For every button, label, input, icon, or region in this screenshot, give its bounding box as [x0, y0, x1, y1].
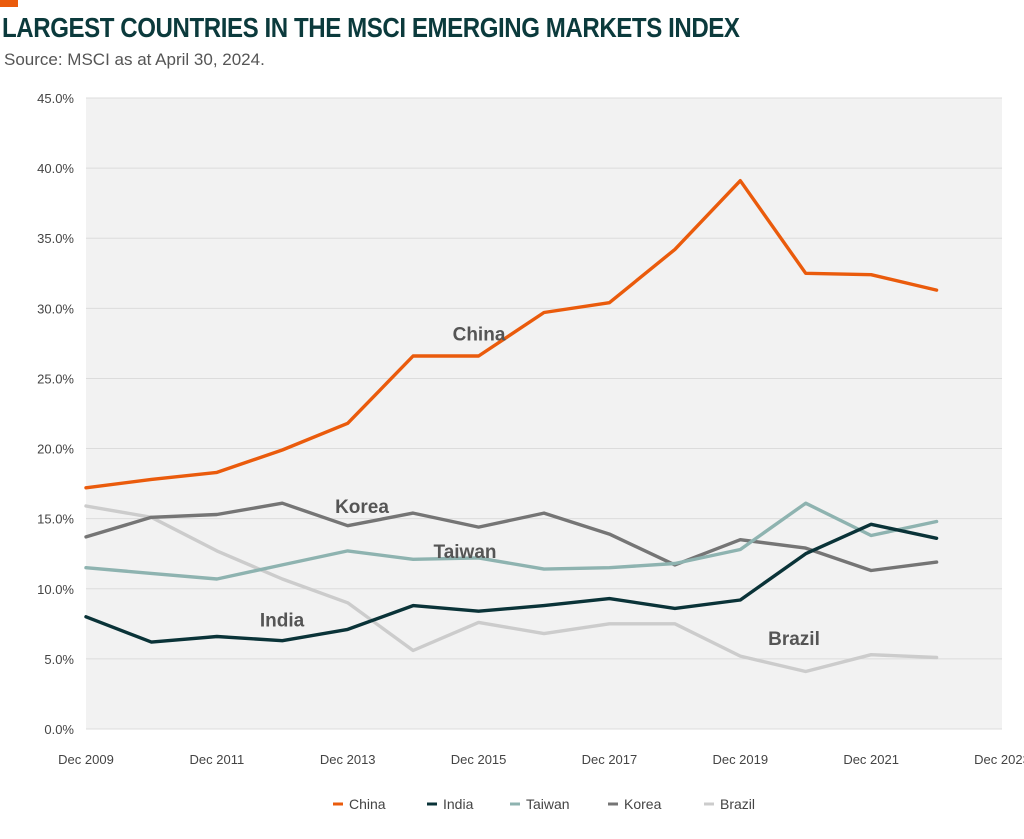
y-axis-tick-labels: 0.0% 5.0% 10.0% 15.0% 20.0% 25.0% 30.0% 35.0% 40…	[37, 91, 74, 737]
y-tick-label: 45.0%	[37, 91, 74, 106]
x-tick-label: Dec 2017	[582, 752, 638, 767]
x-axis-tick-labels: Dec 2009 Dec 2011 Dec 2013 Dec 2015 Dec 2017…	[58, 752, 1024, 767]
series-line-china	[84, 178, 939, 490]
y-tick-label: 5.0%	[44, 652, 74, 667]
chart-subtitle: Source: MSCI as at April 30, 2024.	[4, 50, 265, 69]
series-line-taiwan	[84, 501, 939, 581]
x-tick-label: Dec 2021	[843, 752, 899, 767]
series-line-brazil	[84, 504, 939, 674]
y-tick-label: 30.0%	[37, 301, 74, 316]
series-lines	[84, 178, 939, 674]
x-tick-label: Dec 2011	[190, 752, 245, 767]
y-tick-label: 35.0%	[37, 231, 74, 246]
accent-bar	[0, 0, 18, 7]
legend-label-taiwan: Taiwan	[526, 796, 570, 812]
y-tick-label: 15.0%	[37, 512, 74, 527]
x-tick-label: Dec 2015	[451, 752, 507, 767]
y-tick-label: 0.0%	[44, 722, 74, 737]
annotation-india: India	[260, 611, 305, 632]
series-line-korea	[84, 501, 939, 573]
legend-label-brazil: Brazil	[720, 796, 755, 812]
y-tick-label: 25.0%	[37, 371, 74, 386]
x-tick-label: Dec 2023	[974, 752, 1024, 767]
x-tick-label: Dec 2013	[320, 752, 376, 767]
x-tick-label: Dec 2019	[712, 752, 768, 767]
plot-area	[86, 98, 1002, 729]
y-tick-label: 40.0%	[37, 161, 74, 176]
legend: China India Taiwan Korea Brazil	[333, 796, 755, 812]
legend-label-india: India	[443, 796, 474, 812]
series-annotations: China India Taiwan Korea Brazil	[260, 325, 820, 650]
annotation-taiwan: Taiwan	[434, 542, 497, 563]
series-line-india	[84, 522, 939, 644]
annotation-korea: Korea	[335, 497, 389, 518]
x-tick-label: Dec 2009	[58, 752, 114, 767]
legend-label-china: China	[349, 796, 386, 812]
y-tick-label: 20.0%	[37, 442, 74, 457]
chart-title: LARGEST COUNTRIES IN THE MSCI EMERGING M…	[2, 12, 740, 43]
y-tick-label: 10.0%	[37, 582, 74, 597]
annotation-brazil: Brazil	[768, 629, 820, 650]
legend-label-korea: Korea	[624, 796, 662, 812]
annotation-china: China	[453, 325, 506, 346]
